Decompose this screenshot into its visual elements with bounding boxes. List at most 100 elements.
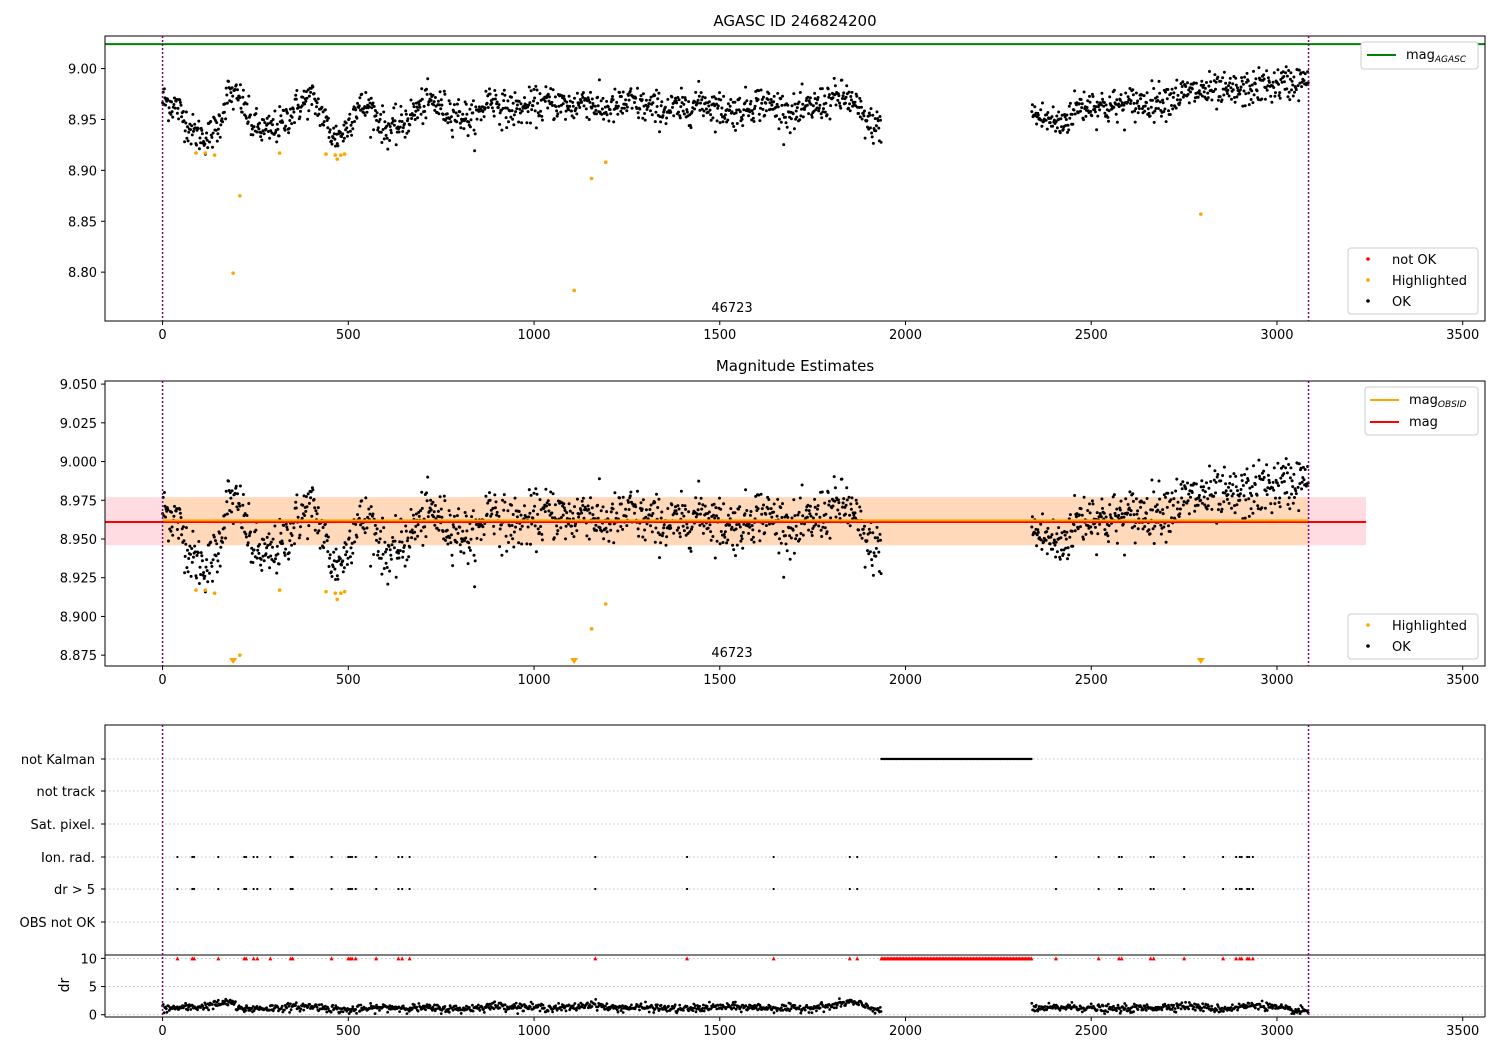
ok-point <box>425 92 429 96</box>
x-tick-label: 3500 <box>1446 673 1479 688</box>
ok-point <box>347 536 351 540</box>
ok-point <box>401 555 405 559</box>
dr-point <box>280 1004 284 1008</box>
dr-point <box>715 1007 719 1011</box>
ok-point <box>1148 532 1152 536</box>
ok-point <box>498 545 502 549</box>
ok-point <box>1169 498 1173 502</box>
ok-point <box>1104 103 1108 107</box>
ok-point <box>1115 98 1119 102</box>
ok-point <box>389 128 393 132</box>
ok-point <box>1046 526 1050 530</box>
ok-point <box>413 537 417 541</box>
dr-point <box>720 1007 724 1011</box>
ok-point <box>760 512 764 516</box>
ok-point <box>678 535 682 539</box>
ok-point <box>367 507 371 511</box>
ok-point <box>1137 104 1141 108</box>
ok-point <box>1250 89 1254 93</box>
ok-point <box>267 532 271 536</box>
ok-point <box>473 585 477 589</box>
ok-point <box>1033 105 1037 109</box>
ok-point <box>365 110 369 114</box>
ok-point <box>1058 557 1062 561</box>
ok-point <box>1139 97 1143 101</box>
ok-point <box>380 141 384 144</box>
ok-point <box>468 125 472 129</box>
ok-point <box>279 531 283 535</box>
ok-point <box>378 537 382 541</box>
ok-point <box>265 546 269 550</box>
highlighted-point <box>603 602 608 606</box>
ok-point <box>681 504 685 507</box>
ok-point <box>313 506 317 510</box>
ok-point <box>513 496 517 500</box>
dr-point <box>323 1004 327 1008</box>
x-tick-label: 3500 <box>1446 328 1479 343</box>
ok-point <box>1105 531 1109 535</box>
dr-point <box>559 1005 563 1009</box>
ok-point <box>502 88 506 92</box>
ok-point <box>420 490 424 494</box>
ok-point <box>518 527 522 531</box>
ok-point <box>611 507 615 511</box>
ok-point <box>572 535 576 539</box>
dr-point <box>368 1007 372 1010</box>
ok-point <box>1189 495 1192 499</box>
ok-point <box>808 504 812 508</box>
ok-point <box>1267 478 1271 482</box>
ok-point <box>510 503 513 507</box>
ok-point <box>458 543 462 547</box>
ok-point <box>533 524 537 528</box>
ok-point <box>689 549 693 553</box>
ok-point <box>344 553 348 557</box>
ok-point <box>868 531 872 535</box>
dr-point <box>732 1006 736 1010</box>
plot-frame <box>104 724 1486 956</box>
ok-point <box>1180 496 1184 500</box>
ok-point <box>1214 480 1218 484</box>
ok-point <box>444 538 447 542</box>
ok-point <box>1143 525 1147 528</box>
dr-point <box>172 1004 176 1008</box>
ok-point <box>701 114 705 118</box>
ok-point <box>853 511 857 515</box>
ok-point <box>874 546 878 550</box>
ok-point <box>593 104 597 108</box>
ok-point <box>1093 107 1097 111</box>
highlighted-point <box>589 627 594 631</box>
ok-point <box>1190 491 1194 494</box>
ok-point <box>711 116 715 120</box>
ok-point <box>1222 93 1226 97</box>
ok-point <box>879 118 882 122</box>
ok-point <box>1237 494 1241 498</box>
ok-point <box>517 541 521 545</box>
ok-point <box>578 106 582 109</box>
ok-point <box>1247 497 1251 501</box>
ok-point <box>1186 81 1189 85</box>
ok-point <box>191 112 195 116</box>
ok-point <box>1284 466 1288 470</box>
ok-point <box>1074 515 1078 519</box>
ok-point <box>298 115 302 119</box>
dr-point <box>731 1001 735 1004</box>
ok-point <box>641 498 645 502</box>
ok-point <box>776 91 780 95</box>
dr-point <box>639 1002 643 1006</box>
ok-point <box>1206 96 1210 100</box>
offscale-marker <box>1196 658 1205 664</box>
ok-point <box>1145 511 1148 515</box>
ok-point <box>655 105 659 108</box>
ok-point <box>456 531 460 535</box>
ok-point <box>664 122 668 126</box>
ok-point <box>1150 478 1154 482</box>
ok-point <box>836 98 840 102</box>
ok-point <box>517 99 521 103</box>
ok-point <box>1079 98 1083 101</box>
ok-point <box>643 112 647 115</box>
ok-point <box>845 84 849 88</box>
ok-point <box>571 104 575 108</box>
ok-point <box>224 117 228 121</box>
ok-point <box>1301 465 1305 469</box>
ok-point <box>384 133 388 137</box>
